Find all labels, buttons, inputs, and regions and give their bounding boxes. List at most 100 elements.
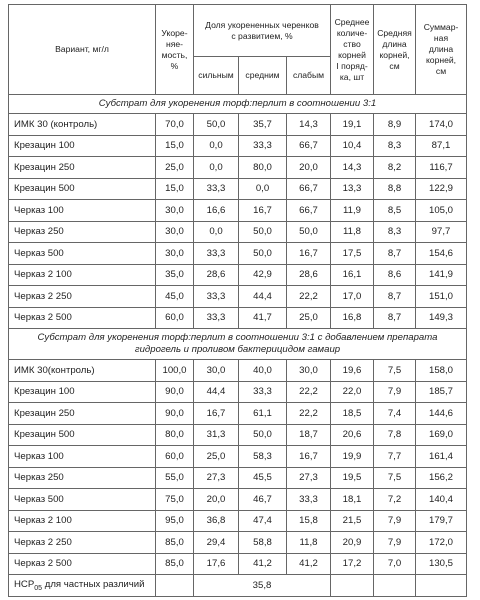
value-cell: 17,2 xyxy=(330,552,375,575)
value-cell: 8,6 xyxy=(373,263,417,286)
value-cell: 70,0 xyxy=(155,113,194,136)
value-cell: 179,7 xyxy=(415,509,468,532)
data-row: Черказ 250 30,0 0,0 50,0 50,0 11,8 8,3 97,7 xyxy=(8,220,468,243)
value-cell: 8,7 xyxy=(373,285,417,308)
data-row: Крезацин 100 15,0 0,0 33,3 66,7 10,4 8,3 87,1 xyxy=(8,134,468,157)
value-cell: 172,0 xyxy=(415,531,468,554)
value-cell: 47,4 xyxy=(238,509,287,532)
variant-cell: ИМК 30(контроль) xyxy=(8,359,156,382)
footer-label-rest: для частных различий xyxy=(42,578,145,590)
value-cell: 60,0 xyxy=(155,445,194,468)
value-cell: 16,1 xyxy=(330,263,375,286)
value-cell: 20,0 xyxy=(285,156,332,179)
value-cell: 85,0 xyxy=(155,531,194,554)
value-cell: 16,7 xyxy=(285,445,332,468)
empty-cell xyxy=(415,574,468,597)
value-cell: 8,8 xyxy=(373,177,417,200)
empty-cell xyxy=(155,574,194,597)
value-cell: 7,5 xyxy=(373,359,417,382)
table-body: Субстрат для укоренения торф:перлит в со… xyxy=(7,94,468,597)
data-row: Черказ 2 250 45,0 33,3 44,4 22,2 17,0 8,7 151,0 xyxy=(8,285,468,308)
value-cell: 19,1 xyxy=(330,113,375,136)
section-title: Субстрат для укоренения торф:перлит в со… xyxy=(7,94,468,114)
data-row: Крезацин 250 25,0 0,0 80,0 20,0 14,3 8,2 116,7 xyxy=(8,156,468,179)
value-cell: 25,0 xyxy=(285,306,332,329)
value-cell: 169,0 xyxy=(415,423,468,446)
value-cell: 85,0 xyxy=(155,552,194,575)
value-cell: 33,3 xyxy=(193,285,239,308)
data-row: Крезацин 500 15,0 33,3 0,0 66,7 13,3 8,8 122,9 xyxy=(8,177,468,200)
value-cell: 41,2 xyxy=(285,552,332,575)
value-cell: 11,9 xyxy=(330,199,375,222)
value-cell: 58,8 xyxy=(238,531,287,554)
value-cell: 0,0 xyxy=(193,156,239,179)
footer-label-sub: 05 xyxy=(34,584,43,592)
value-cell: 30,0 xyxy=(285,359,332,382)
table-header: Вариант, мг/л Укоре- няе- мость, % Доля … xyxy=(8,4,468,95)
data-row: Черказ 2 100 95,0 36,8 47,4 15,8 21,5 7,9 179,7 xyxy=(8,509,468,532)
data-row: Черказ 100 60,0 25,0 58,3 16,7 19,9 7,7 161,4 xyxy=(8,445,468,468)
value-cell: 25,0 xyxy=(155,156,194,179)
data-row: Черказ 2 500 60,0 33,3 41,7 25,0 16,8 8,7 149,3 xyxy=(8,306,468,329)
header-row: сильным средним слабым xyxy=(9,56,467,95)
value-cell: 156,2 xyxy=(415,466,468,489)
section-title: Субстрат для укоренения торф:перлит в со… xyxy=(7,328,468,360)
value-cell: 55,0 xyxy=(155,466,194,489)
value-cell: 44,4 xyxy=(193,380,239,403)
value-cell: 22,2 xyxy=(285,402,332,425)
value-cell: 17,6 xyxy=(193,552,239,575)
value-cell: 154,6 xyxy=(415,242,468,265)
value-cell: 35,0 xyxy=(155,263,194,286)
data-row: Черказ 2 500 85,0 17,6 41,2 41,2 17,2 7,0 130,5 xyxy=(8,552,468,575)
value-cell: 116,7 xyxy=(415,156,468,179)
section-row: Субстрат для укоренения торф:перлит в со… xyxy=(7,328,468,360)
value-cell: 16,7 xyxy=(285,242,332,265)
value-cell: 151,0 xyxy=(415,285,468,308)
value-cell: 8,3 xyxy=(373,220,417,243)
variant-cell: Крезацин 500 xyxy=(8,177,156,200)
value-cell: 16,7 xyxy=(193,402,239,425)
value-cell: 8,5 xyxy=(373,199,417,222)
value-cell: 185,7 xyxy=(415,380,468,403)
value-cell: 8,7 xyxy=(373,306,417,329)
value-cell: 50,0 xyxy=(238,220,287,243)
variant-cell: Крезацин 100 xyxy=(8,380,156,403)
value-cell: 18,5 xyxy=(330,402,375,425)
value-cell: 66,7 xyxy=(285,134,332,157)
value-cell: 21,5 xyxy=(330,509,375,532)
value-cell: 97,7 xyxy=(415,220,468,243)
value-cell: 45,0 xyxy=(155,285,194,308)
value-cell: 0,0 xyxy=(238,177,287,200)
value-cell: 7,8 xyxy=(373,423,417,446)
header-cell: Среднее количе- ство корней I поряд- ка,… xyxy=(330,4,375,95)
value-cell: 15,0 xyxy=(155,177,194,200)
value-cell: 16,8 xyxy=(330,306,375,329)
data-row: Черказ 250 55,0 27,3 45,5 27,3 19,5 7,5 156,2 xyxy=(8,466,468,489)
value-cell: 80,0 xyxy=(238,156,287,179)
variant-cell: Крезацин 250 xyxy=(8,402,156,425)
value-cell: 50,0 xyxy=(285,220,332,243)
data-row: Черказ 2 250 85,0 29,4 58,8 11,8 20,9 7,9 172,0 xyxy=(8,531,468,554)
empty-cell xyxy=(373,574,417,597)
value-cell: 0,0 xyxy=(193,220,239,243)
value-cell: 100,0 xyxy=(155,359,194,382)
value-cell: 29,4 xyxy=(193,531,239,554)
footer-row: НСР05 для частных различий 35,8 xyxy=(8,574,468,597)
value-cell: 11,8 xyxy=(330,220,375,243)
header-cell: Суммар- ная длина корней, см xyxy=(415,4,468,95)
value-cell: 95,0 xyxy=(155,509,194,532)
value-cell: 19,5 xyxy=(330,466,375,489)
value-cell: 8,7 xyxy=(373,242,417,265)
value-cell: 66,7 xyxy=(285,177,332,200)
data-row: ИМК 30 (контроль) 70,0 50,0 35,7 14,3 19,1 8,9… xyxy=(8,113,468,136)
value-cell: 8,2 xyxy=(373,156,417,179)
value-cell: 7,5 xyxy=(373,466,417,489)
value-cell: 7,2 xyxy=(373,488,417,511)
variant-cell: Черказ 2 500 xyxy=(8,552,156,575)
value-cell: 14,3 xyxy=(285,113,332,136)
value-cell: 15,0 xyxy=(155,134,194,157)
variant-cell: Черказ 250 xyxy=(8,466,156,489)
value-cell: 0,0 xyxy=(193,134,239,157)
value-cell: 8,9 xyxy=(373,113,417,136)
